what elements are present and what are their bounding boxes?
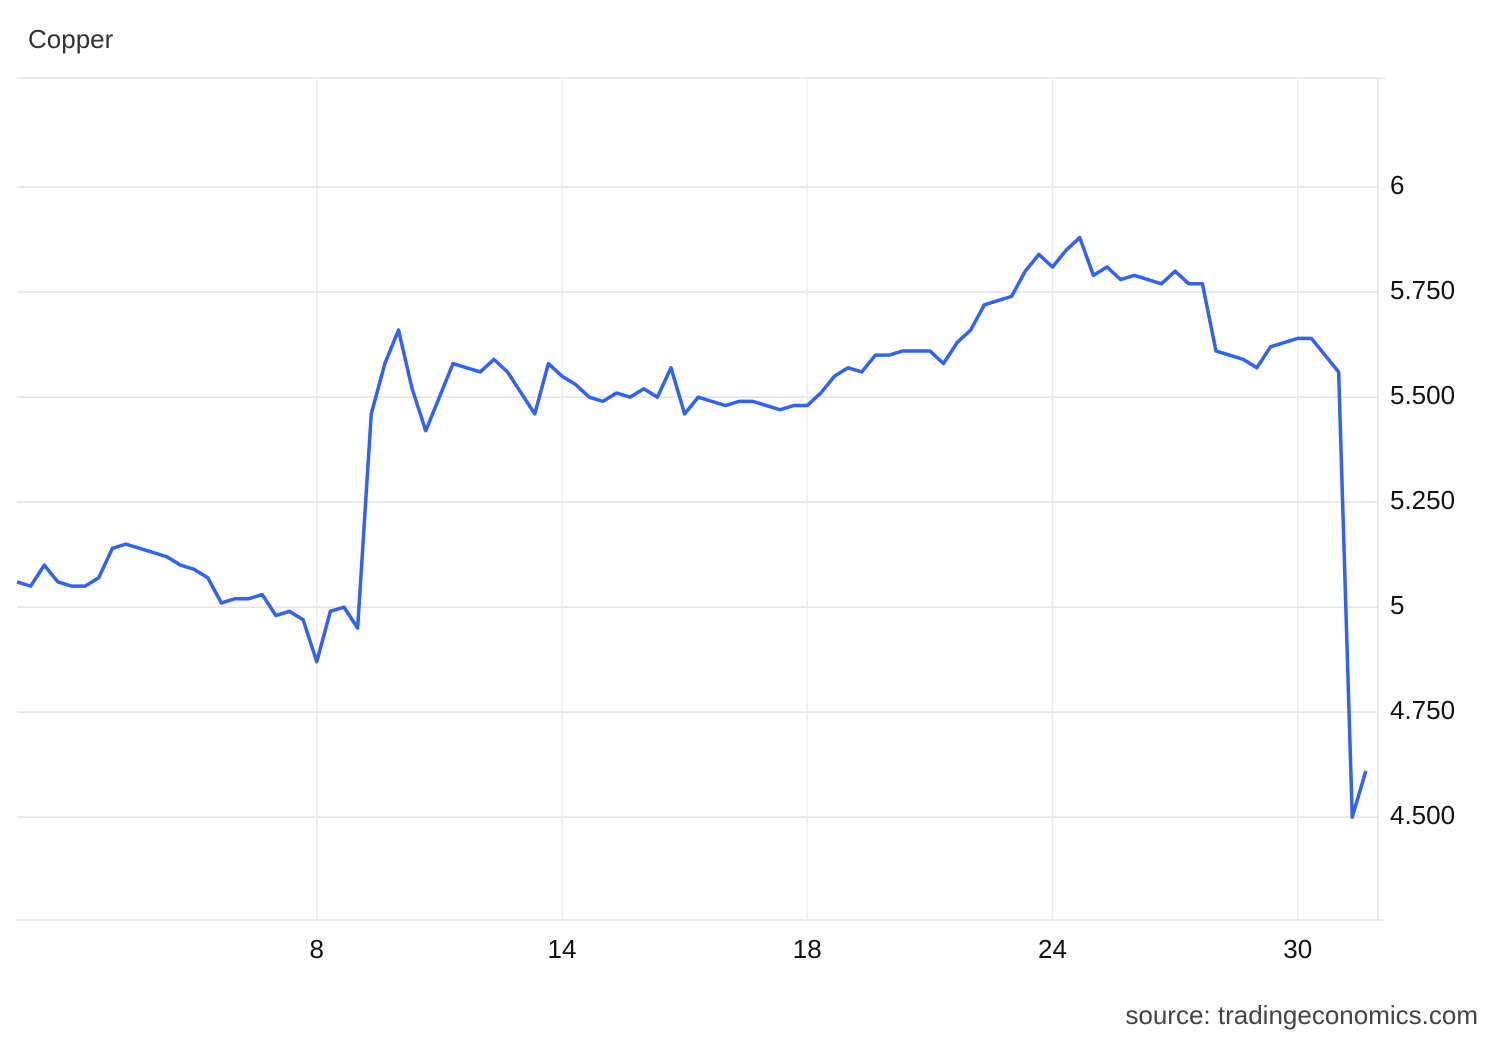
source-note: source: tradingeconomics.com: [1125, 1000, 1478, 1030]
y-tick-label: 5.250: [1390, 485, 1455, 515]
chart-title: Copper: [28, 24, 114, 54]
x-tick-label: 18: [793, 934, 822, 964]
x-tick-label: 30: [1283, 934, 1312, 964]
price-line: [16, 235, 1368, 819]
y-tick-label: 6: [1390, 170, 1404, 200]
y-tick-label: 5.750: [1390, 275, 1455, 305]
y-tick-label: 4.500: [1390, 800, 1455, 830]
x-tick-label: 24: [1038, 934, 1067, 964]
y-tick-label: 5.500: [1390, 380, 1455, 410]
y-tick-label: 5: [1390, 590, 1404, 620]
x-tick-label: 8: [310, 934, 324, 964]
x-tick-label: 14: [548, 934, 577, 964]
y-tick-label: 4.750: [1390, 695, 1455, 725]
